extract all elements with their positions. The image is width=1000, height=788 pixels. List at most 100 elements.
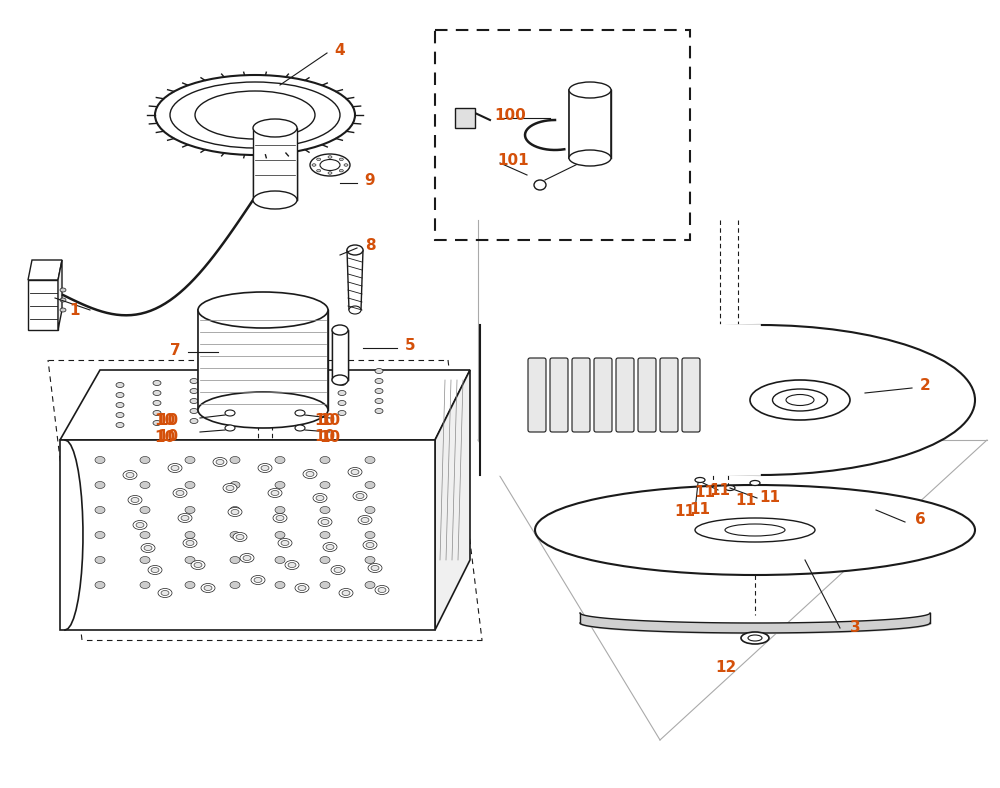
Ellipse shape	[253, 191, 297, 209]
Ellipse shape	[534, 180, 546, 190]
Ellipse shape	[275, 456, 285, 463]
Ellipse shape	[365, 456, 375, 463]
Ellipse shape	[271, 490, 279, 496]
Ellipse shape	[185, 481, 195, 489]
Ellipse shape	[233, 533, 247, 541]
Ellipse shape	[261, 466, 269, 470]
Ellipse shape	[153, 381, 161, 385]
Ellipse shape	[153, 391, 161, 396]
Ellipse shape	[786, 395, 814, 406]
Ellipse shape	[185, 582, 195, 589]
Ellipse shape	[116, 412, 124, 418]
Ellipse shape	[338, 381, 346, 385]
Ellipse shape	[140, 582, 150, 589]
Ellipse shape	[295, 425, 305, 431]
Ellipse shape	[60, 288, 66, 292]
Ellipse shape	[194, 563, 202, 567]
Ellipse shape	[95, 507, 105, 514]
Polygon shape	[28, 260, 62, 280]
Text: 10: 10	[157, 412, 179, 428]
Ellipse shape	[317, 158, 321, 161]
Ellipse shape	[226, 485, 234, 490]
FancyBboxPatch shape	[572, 358, 590, 432]
Ellipse shape	[95, 481, 105, 489]
Ellipse shape	[320, 582, 330, 589]
Ellipse shape	[301, 373, 309, 377]
Ellipse shape	[366, 542, 374, 548]
Ellipse shape	[275, 531, 285, 538]
Ellipse shape	[231, 510, 239, 515]
Ellipse shape	[186, 541, 194, 545]
Ellipse shape	[95, 556, 105, 563]
Ellipse shape	[375, 585, 389, 594]
Ellipse shape	[264, 395, 272, 400]
Ellipse shape	[240, 553, 254, 563]
Ellipse shape	[569, 150, 611, 166]
Ellipse shape	[191, 560, 205, 570]
Ellipse shape	[748, 635, 762, 641]
Ellipse shape	[230, 556, 240, 563]
Ellipse shape	[254, 578, 262, 582]
Polygon shape	[60, 440, 435, 630]
Ellipse shape	[320, 481, 330, 489]
Text: 10: 10	[319, 429, 341, 444]
Ellipse shape	[339, 169, 343, 172]
Ellipse shape	[275, 582, 285, 589]
Ellipse shape	[348, 467, 362, 477]
Ellipse shape	[201, 583, 215, 593]
Ellipse shape	[365, 556, 375, 563]
Ellipse shape	[375, 388, 383, 393]
Ellipse shape	[60, 308, 66, 312]
Text: 5: 5	[405, 337, 415, 352]
Ellipse shape	[375, 408, 383, 414]
Ellipse shape	[725, 524, 785, 536]
Ellipse shape	[170, 82, 340, 148]
Text: 11: 11	[690, 503, 710, 518]
Ellipse shape	[328, 156, 332, 158]
Text: 10: 10	[157, 429, 179, 444]
Ellipse shape	[316, 496, 324, 500]
Ellipse shape	[116, 382, 124, 388]
Text: 11: 11	[736, 492, 757, 507]
Ellipse shape	[253, 119, 297, 137]
Text: 11: 11	[710, 482, 730, 497]
Text: 10: 10	[154, 429, 176, 444]
Polygon shape	[253, 128, 297, 200]
Ellipse shape	[281, 541, 289, 545]
Ellipse shape	[258, 463, 272, 473]
Ellipse shape	[347, 245, 363, 255]
Ellipse shape	[363, 541, 377, 549]
Ellipse shape	[227, 407, 235, 411]
Ellipse shape	[198, 292, 328, 328]
Ellipse shape	[318, 518, 332, 526]
Ellipse shape	[365, 531, 375, 538]
Polygon shape	[198, 310, 328, 410]
Text: 12: 12	[715, 660, 737, 675]
Ellipse shape	[365, 481, 375, 489]
Ellipse shape	[185, 556, 195, 563]
Ellipse shape	[320, 159, 340, 170]
Ellipse shape	[310, 154, 350, 176]
Ellipse shape	[140, 481, 150, 489]
Ellipse shape	[223, 484, 237, 492]
Ellipse shape	[183, 538, 197, 548]
Ellipse shape	[227, 417, 235, 422]
Ellipse shape	[368, 563, 382, 573]
Ellipse shape	[326, 545, 334, 549]
Text: 10: 10	[314, 412, 336, 428]
Ellipse shape	[168, 463, 182, 473]
Ellipse shape	[190, 388, 198, 393]
Text: 10: 10	[154, 412, 176, 428]
Ellipse shape	[306, 471, 314, 477]
Ellipse shape	[198, 392, 328, 428]
Ellipse shape	[320, 531, 330, 538]
Ellipse shape	[95, 531, 105, 538]
Polygon shape	[435, 370, 470, 630]
Ellipse shape	[375, 378, 383, 384]
FancyBboxPatch shape	[638, 358, 656, 432]
Ellipse shape	[301, 412, 309, 418]
Ellipse shape	[351, 470, 359, 474]
Ellipse shape	[123, 470, 137, 480]
Ellipse shape	[332, 375, 348, 385]
Ellipse shape	[301, 382, 309, 388]
